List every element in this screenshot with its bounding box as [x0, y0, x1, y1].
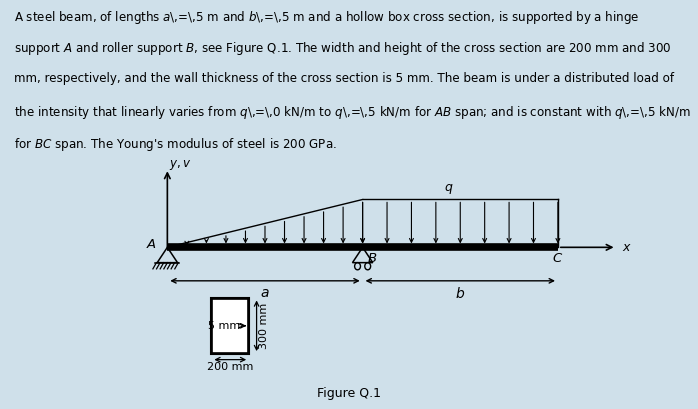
Text: mm, respectively, and the wall thickness of the cross section is 5 mm. The beam : mm, respectively, and the wall thickness… — [14, 72, 674, 85]
Text: A steel beam, of lengths $a$\,=\,5 m and $b$\,=\,5 m and a hollow box cross sect: A steel beam, of lengths $a$\,=\,5 m and… — [14, 9, 639, 26]
Text: for $BC$ span. The Young's modulus of steel is 200 GPa.: for $BC$ span. The Young's modulus of st… — [14, 136, 336, 153]
Text: $x$: $x$ — [623, 241, 632, 254]
Text: the intensity that linearly varies from $q$\,=\,0 kN/m to $q$\,=\,5 kN/m for $AB: the intensity that linearly varies from … — [14, 104, 691, 121]
Text: 5 mm: 5 mm — [209, 321, 241, 331]
Text: $y, v$: $y, v$ — [170, 158, 192, 172]
Bar — [212, 299, 248, 353]
Text: $A$: $A$ — [146, 238, 157, 252]
Text: support $A$ and roller support $B$, see Figure Q.1. The width and height of the : support $A$ and roller support $B$, see … — [14, 40, 671, 57]
Text: 300 mm: 300 mm — [260, 303, 269, 349]
Bar — [211, 298, 249, 354]
Text: $B$: $B$ — [367, 252, 378, 265]
Text: Figure Q.1: Figure Q.1 — [317, 387, 381, 400]
Text: 200 mm: 200 mm — [207, 362, 253, 372]
Text: $b$: $b$ — [455, 285, 466, 301]
Text: $a$: $a$ — [260, 285, 270, 300]
Text: $q$: $q$ — [444, 182, 453, 196]
Text: $C$: $C$ — [552, 252, 563, 265]
